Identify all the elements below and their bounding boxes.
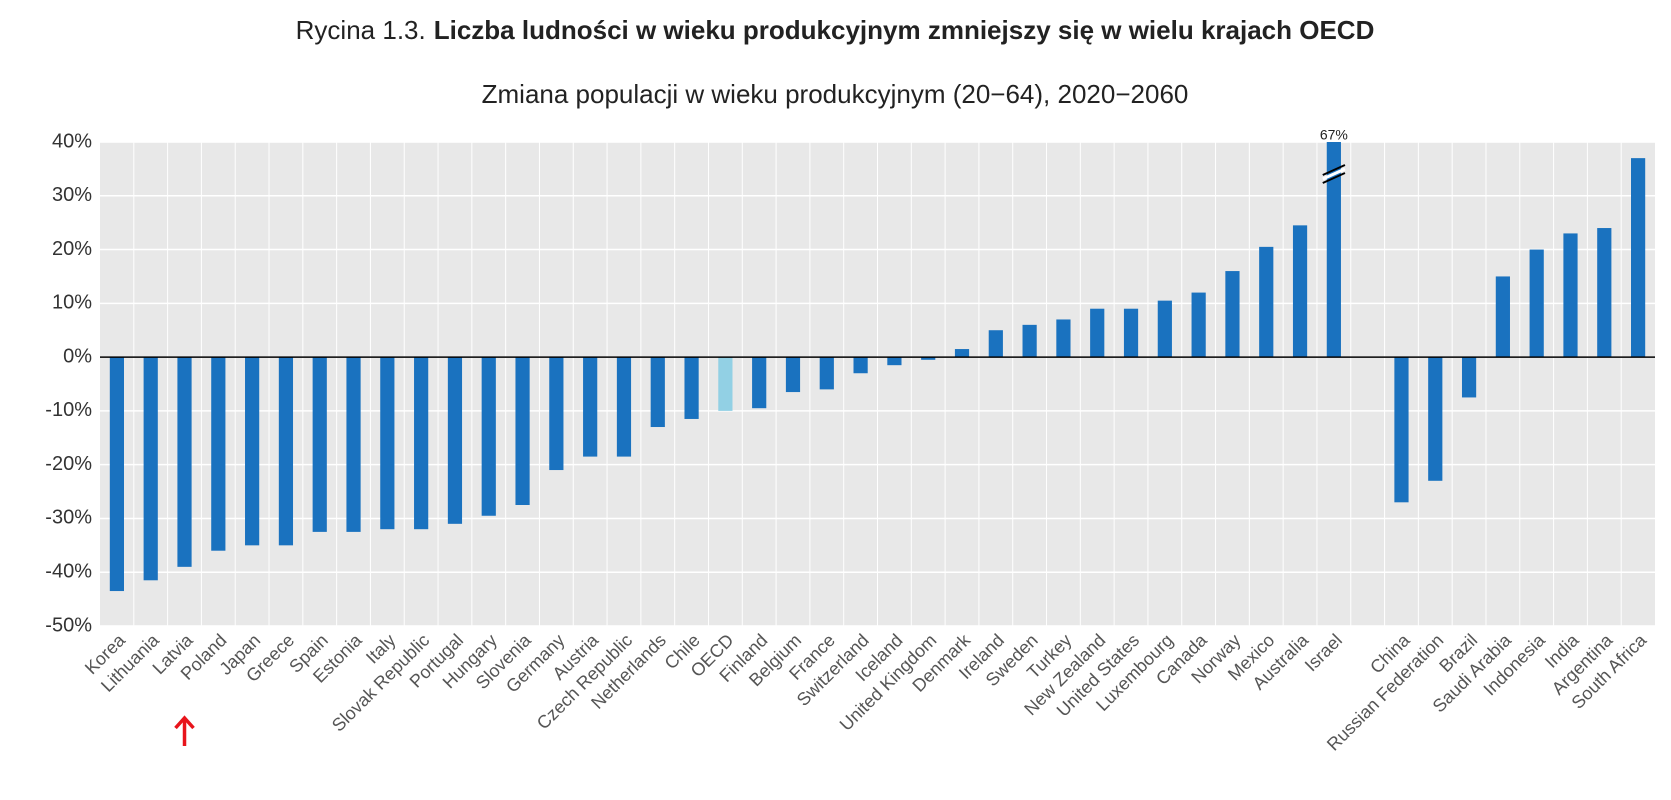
y-tick-label: 10%	[52, 292, 92, 314]
x-tick-label: Israel	[1301, 630, 1346, 675]
bar	[1157, 300, 1172, 358]
bar	[1394, 357, 1409, 503]
bar	[1428, 357, 1443, 481]
bar	[684, 357, 699, 419]
annotation-arrow-head	[174, 715, 195, 730]
bar	[988, 330, 1003, 358]
bar	[819, 357, 834, 390]
bar	[380, 357, 395, 530]
bar	[616, 357, 632, 457]
bar	[1056, 319, 1071, 358]
bar	[211, 357, 226, 551]
bar	[515, 357, 530, 505]
bar	[278, 357, 294, 546]
bar	[1191, 292, 1206, 358]
bar	[143, 357, 158, 581]
bar	[853, 357, 868, 374]
bar	[414, 357, 429, 530]
bar	[921, 357, 936, 360]
bar	[718, 357, 733, 411]
bar	[312, 357, 327, 532]
bar	[177, 357, 192, 567]
bar	[1495, 276, 1510, 358]
y-tick-label: 0%	[63, 345, 92, 367]
bar	[1630, 158, 1646, 358]
axis-break	[1322, 164, 1346, 176]
bar	[752, 357, 767, 409]
bar	[1292, 225, 1308, 358]
bar	[887, 357, 902, 366]
y-tick-label: -50%	[45, 614, 92, 636]
title-text: Liczba ludności w wieku produkcyjnym zmn…	[434, 15, 1375, 45]
y-tick-label: -30%	[45, 507, 92, 529]
bar	[1597, 228, 1612, 358]
figure-label: Rycina 1.3.	[296, 15, 426, 45]
y-tick-label: -20%	[45, 453, 92, 475]
bar	[481, 357, 496, 516]
bar	[346, 357, 361, 532]
bar	[650, 357, 665, 428]
bar	[1529, 249, 1544, 358]
axis-break-gap	[1322, 167, 1346, 181]
bar	[1022, 324, 1037, 358]
bar	[1225, 271, 1240, 358]
data-label: 67%	[1320, 127, 1348, 143]
y-tick-label: -10%	[45, 399, 92, 421]
chart-subtitle: Zmiana populacji w wieku produkcyjnym (2…	[482, 79, 1189, 109]
y-tick-label: -40%	[45, 561, 92, 583]
bar	[954, 349, 970, 358]
bar	[1090, 308, 1105, 358]
chart-title: Rycina 1.3. Liczba ludności w wieku produ…	[296, 15, 1375, 45]
bar	[785, 357, 801, 393]
axis-break	[1322, 172, 1346, 184]
y-tick-label: 20%	[52, 238, 92, 260]
y-tick-label: 40%	[52, 130, 92, 152]
bar	[1259, 246, 1274, 358]
bar	[1123, 308, 1139, 358]
bar	[245, 357, 260, 546]
y-tick-label: 30%	[52, 184, 92, 206]
bar	[1461, 357, 1477, 398]
bar	[1563, 233, 1578, 358]
bar	[583, 357, 598, 457]
bar	[549, 357, 564, 471]
bar	[447, 357, 463, 524]
bar	[1326, 142, 1341, 358]
bar	[109, 357, 125, 592]
